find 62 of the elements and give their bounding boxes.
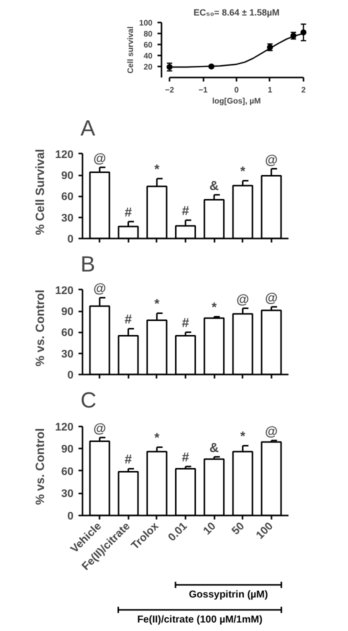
chart-title: B bbox=[80, 252, 96, 276]
y-tick-label: 60 bbox=[61, 191, 74, 204]
annotation: * bbox=[212, 300, 218, 315]
chart-title: A bbox=[80, 116, 96, 140]
y-tick-label: 120 bbox=[55, 284, 74, 297]
y-axis-title: % Cell Survival bbox=[33, 148, 48, 236]
y-tick-label: 20 bbox=[144, 62, 154, 72]
text: Fe(II)/citrate (100 µM/1mM) bbox=[137, 614, 262, 626]
y-tick-label: 80 bbox=[144, 30, 154, 38]
y-tick-label: 60 bbox=[61, 466, 74, 478]
annotation: @ bbox=[264, 424, 278, 439]
annotation: & bbox=[209, 440, 219, 455]
x-tick-label: 50 bbox=[230, 520, 247, 538]
x-axis-title: log[Gos], µM bbox=[212, 96, 262, 106]
y-tick-label: 0 bbox=[67, 510, 74, 522]
y-tick-label: 0 bbox=[67, 234, 74, 246]
y-tick-label: 90 bbox=[61, 170, 74, 182]
y-tick-label: 90 bbox=[61, 306, 74, 318]
annotation: @ bbox=[93, 420, 106, 436]
annotation: & bbox=[209, 178, 219, 193]
y-tick-label: 90 bbox=[61, 444, 74, 456]
y-tick-label: 0 bbox=[67, 370, 74, 382]
y-tick-label: 60 bbox=[144, 40, 154, 50]
annotation: # bbox=[124, 312, 133, 327]
annotation: # bbox=[182, 450, 190, 464]
y-tick-label: 30 bbox=[61, 488, 74, 500]
text: EC₅₀= 8.64 ± 1.58µM bbox=[193, 8, 280, 18]
y-tick-label: 120 bbox=[55, 421, 74, 434]
annotation: @ bbox=[264, 290, 278, 305]
y-tick-label: 120 bbox=[55, 148, 74, 161]
y-tick-label: 30 bbox=[61, 348, 74, 360]
annotation: # bbox=[124, 452, 133, 467]
x-tick-label: −2 bbox=[164, 86, 175, 94]
annotation: @ bbox=[93, 150, 106, 166]
x-tick-label: 100 bbox=[254, 520, 276, 542]
y-axis-title: % vs. Control bbox=[33, 428, 48, 505]
annotation: @ bbox=[236, 291, 250, 306]
annotation: * bbox=[154, 296, 160, 312]
y-axis-title: % vs. Control bbox=[33, 290, 48, 366]
annotation: * bbox=[154, 430, 160, 446]
annotation: # bbox=[124, 204, 133, 220]
chart-title: C bbox=[80, 388, 96, 412]
x-tick-label: −1 bbox=[198, 86, 208, 94]
annotation: @ bbox=[93, 280, 106, 296]
annotation: * bbox=[154, 162, 160, 177]
y-tick-label: 40 bbox=[144, 52, 154, 60]
x-tick-label: 0 bbox=[234, 86, 240, 94]
x-tick-label: 1 bbox=[268, 86, 273, 94]
x-tick-label: 0.01 bbox=[166, 520, 190, 544]
annotation: # bbox=[182, 203, 190, 218]
annotation: * bbox=[240, 428, 246, 444]
point bbox=[300, 29, 306, 36]
annotation: @ bbox=[264, 152, 278, 167]
y-tick-label: 30 bbox=[61, 212, 74, 224]
x-tick-label: 10 bbox=[201, 520, 218, 538]
y-tick-label: 60 bbox=[61, 327, 74, 340]
y-tick-label: 100 bbox=[139, 18, 154, 28]
x-tick-label: 2 bbox=[301, 86, 306, 94]
annotation: * bbox=[240, 164, 246, 179]
annotation: # bbox=[182, 315, 190, 330]
text: Gossypitrin (µM) bbox=[188, 589, 268, 600]
y-axis-title: Cell survival bbox=[126, 26, 136, 74]
